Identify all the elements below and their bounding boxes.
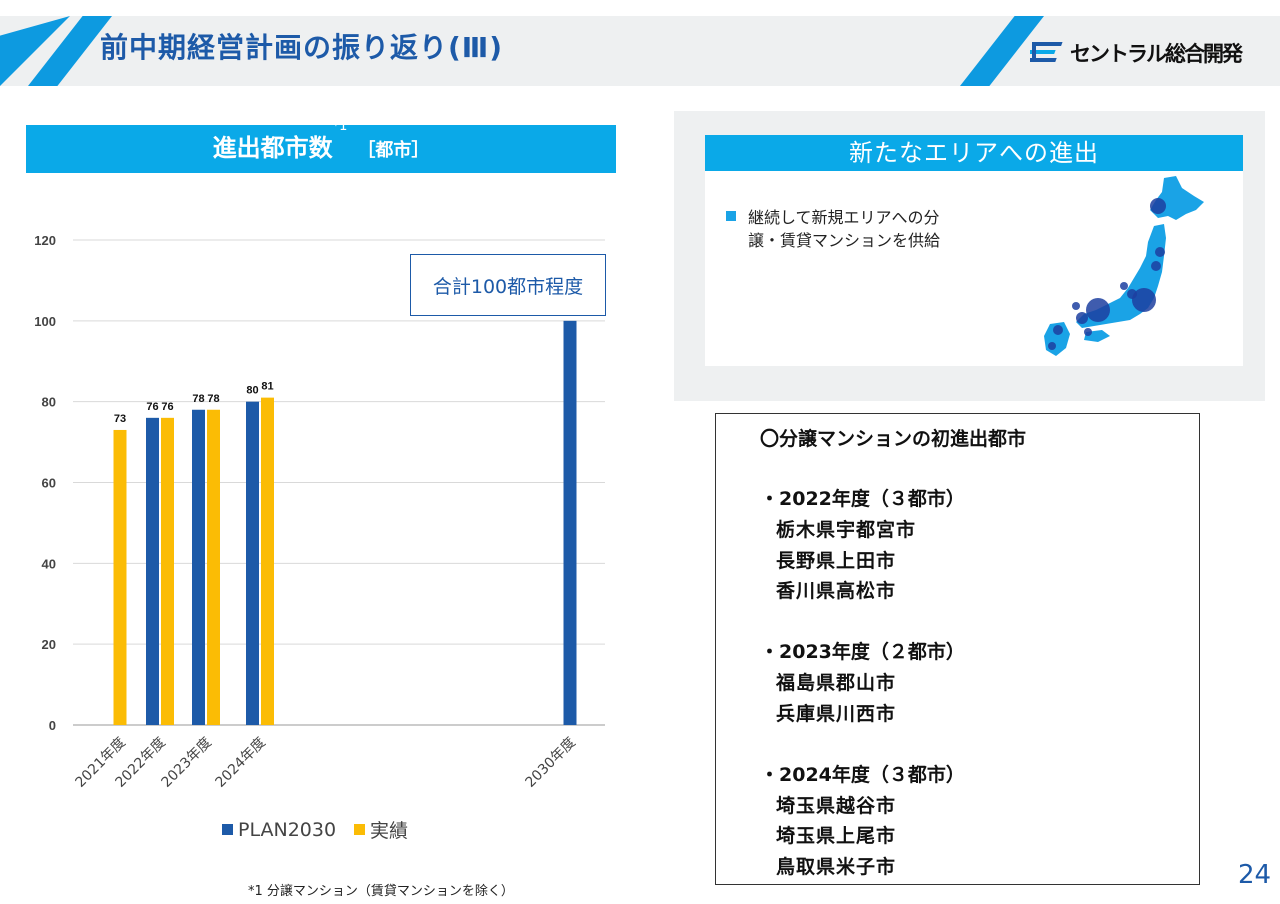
header-band: [0, 16, 1280, 86]
y-tick-label: 0: [49, 718, 56, 733]
bullet-square-icon: [726, 211, 736, 221]
data-label: 80: [246, 385, 258, 397]
bar-plan: [246, 401, 259, 725]
y-tick-label: 20: [42, 637, 56, 652]
legend-swatch-plan: [222, 824, 233, 835]
x-tick-label: 2030年度: [523, 735, 579, 791]
y-tick-label: 100: [34, 314, 56, 329]
legend-item-actual: 実績: [354, 816, 408, 843]
data-label: 81: [261, 381, 273, 393]
chart-title: 進出都市数: [212, 134, 333, 162]
data-label: 78: [192, 393, 204, 405]
bar-actual: [261, 397, 274, 725]
data-label: 78: [207, 393, 219, 405]
area-bullet-text: 継続して新規エリアへの分譲・賃貸マンションを供給: [748, 208, 941, 250]
city-item: 福島県郡山市: [776, 672, 897, 694]
bar-actual: [113, 429, 127, 725]
page-number: 24: [1238, 860, 1272, 890]
city-item: 長野県上田市: [776, 550, 897, 572]
total-callout: 合計100都市程度: [410, 254, 606, 316]
first-entry-city-list: 〇分譲マンションの初進出都市 ・2022年度（３都市） 栃木県宇都宮市 長野県上…: [715, 413, 1200, 885]
legend-swatch-actual: [354, 824, 366, 835]
legend-item-plan: PLAN2030: [222, 819, 336, 841]
year-heading-2024: ・2024年度（３都市）: [760, 764, 965, 786]
bar-actual: [161, 417, 174, 725]
legend-label-plan: PLAN2030: [238, 818, 337, 841]
y-tick-label: 80: [42, 395, 56, 410]
city-item: 香川県高松市: [776, 580, 897, 602]
city-item: 埼玉県越谷市: [776, 795, 897, 817]
bar-plan: [563, 320, 577, 725]
bar-plan: [192, 409, 205, 725]
area-panel-title: 新たなエリアへの進出: [705, 135, 1243, 171]
y-tick-label: 40: [42, 556, 56, 571]
area-bullet: 継続して新規エリアへの分譲・賃貸マンションを供給: [726, 206, 971, 252]
logo-mark-icon: [1027, 38, 1066, 68]
bar-actual: [207, 409, 220, 725]
city-list-title: 〇分譲マンションの初進出都市: [760, 428, 1027, 450]
cities-bar-chart: 020406080100120767880737678812021年度2022年…: [34, 233, 605, 791]
x-tick-label: 2023年度: [159, 735, 215, 791]
company-logo: セントラル総合開発: [1027, 36, 1243, 70]
page-title: 前中期経営計画の振り返り(Ⅲ): [100, 31, 504, 64]
chart-title-footnote-mark: *1: [332, 119, 348, 134]
chart-title-bar: 進出都市数*1 ［都市］: [26, 119, 616, 173]
japan-map-icon: [1044, 176, 1204, 356]
bar-plan: [146, 417, 159, 725]
year-heading-2022: ・2022年度（３都市）: [760, 488, 965, 510]
chart-footnote: *1 分譲マンション（賃貸マンションを除く）: [248, 884, 514, 899]
year-heading-2023: ・2023年度（２都市）: [760, 641, 965, 663]
logo-text: セントラル総合開発: [1070, 42, 1243, 66]
chart-unit: ［都市］: [357, 140, 430, 161]
chart-legend: PLAN2030 実績: [222, 816, 426, 843]
legend-label-actual: 実績: [370, 820, 409, 842]
y-tick-label: 60: [42, 476, 56, 491]
city-item: 栃木県宇都宮市: [776, 519, 917, 541]
y-tick-label: 120: [34, 233, 56, 248]
data-label: 76: [146, 401, 158, 413]
city-item: 鳥取県米子市: [776, 856, 897, 878]
x-tick-label: 2024年度: [213, 735, 269, 791]
city-item: 兵庫県川西市: [776, 703, 897, 725]
data-label: 73: [114, 413, 126, 425]
data-label: 76: [161, 401, 173, 413]
city-item: 埼玉県上尾市: [776, 825, 897, 847]
